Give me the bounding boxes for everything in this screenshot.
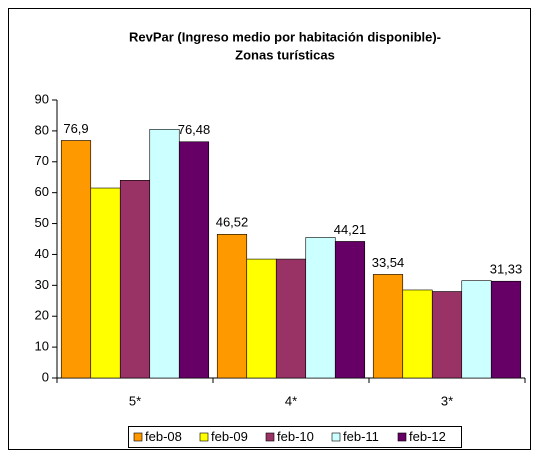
bar [60,140,92,379]
y-tick-label: 0 [42,369,49,384]
data-label: 31,33 [490,262,523,277]
data-label: 46,52 [216,215,249,230]
x-tick-label: 3* [441,393,453,408]
bar [149,129,180,379]
y-tick-label: 50 [35,215,49,230]
y-tick-label: 80 [35,122,49,137]
bar [216,234,248,379]
bar [305,237,336,379]
legend-box [128,426,462,448]
bar [372,274,404,379]
bar [119,180,151,379]
legend-swatch [265,432,275,442]
legend-swatch [397,432,407,442]
bar [275,258,307,379]
data-label: 76,9 [63,121,88,136]
bar [178,141,210,379]
legend-label: feb-11 [343,429,379,444]
legend-label: feb-09 [211,429,248,444]
x-tick-label: 4* [285,393,297,408]
legend-swatch [133,432,143,442]
legend-label: feb-10 [277,429,314,444]
bar [246,258,277,379]
y-tick-label: 60 [35,184,49,199]
bar [490,280,522,379]
legend-label: feb-12 [409,429,446,444]
data-label: 76,48 [178,122,211,137]
bar [461,280,492,379]
legend-label: feb-08 [145,429,182,444]
y-tick-label: 90 [35,91,49,106]
bar [90,187,121,379]
bar [402,289,433,379]
legend-swatch [199,432,209,442]
y-tick-label: 10 [35,339,49,354]
y-tick-label: 30 [35,277,49,292]
data-label: 44,21 [334,222,367,237]
y-tick-label: 40 [35,246,49,261]
chart-title: RevPar (Ingreso medio por habitación dis… [129,29,441,44]
y-tick-label: 70 [35,153,49,168]
legend-swatch [331,432,341,442]
data-label: 33,54 [372,255,405,270]
chart-title: Zonas turísticas [235,47,335,62]
x-tick-label: 5* [129,393,141,408]
bar [431,291,463,379]
y-tick-label: 20 [35,308,49,323]
bar [334,241,366,379]
